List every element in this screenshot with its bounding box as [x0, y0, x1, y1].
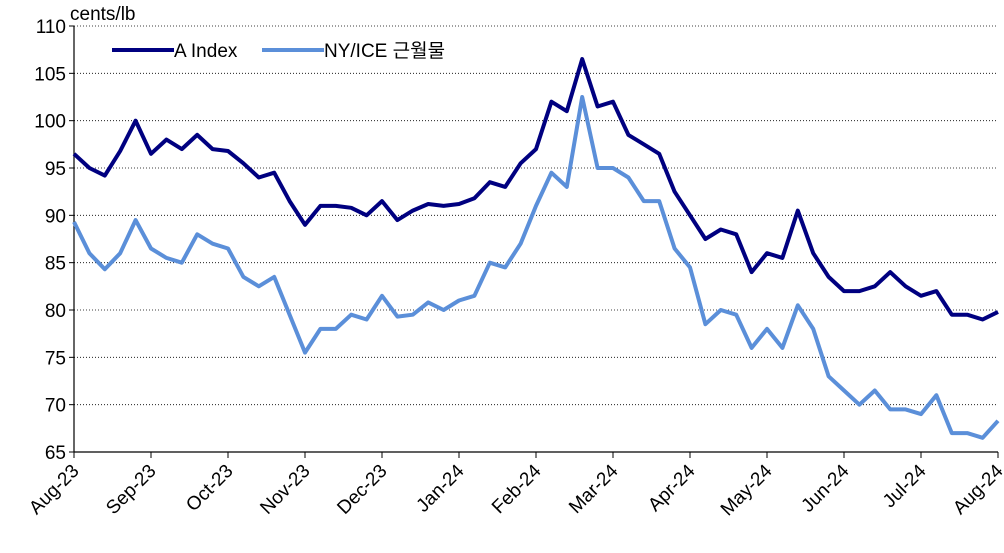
y-tick-label: 95: [45, 159, 66, 180]
x-tick-label: Dec-23: [333, 461, 391, 519]
x-tick-label: Jul-24: [879, 460, 931, 512]
series-line: [72, 57, 999, 322]
y-tick-label: 75: [45, 348, 66, 369]
y-tick-label: 90: [45, 206, 66, 227]
x-tick-label: Feb-24: [488, 460, 546, 518]
series-line: [72, 95, 1000, 440]
x-tick-label: Sep-23: [102, 461, 160, 519]
y-axis-label: cents/lb: [70, 4, 135, 25]
y-tick-label: 65: [45, 443, 66, 464]
x-tick-label: Mar-24: [565, 460, 623, 518]
x-tick-label: Oct-23: [182, 461, 237, 516]
x-tick-label: Apr-24: [644, 460, 699, 515]
x-tick-label: Jan-24: [413, 460, 469, 516]
x-tick-label: Jun-24: [798, 460, 854, 516]
y-tick-label: 70: [45, 396, 66, 417]
y-tick-label: 80: [45, 301, 66, 322]
x-tick-label: May-24: [717, 460, 777, 520]
y-tick-label: 105: [34, 64, 66, 85]
y-tick-label: 110: [36, 17, 66, 38]
x-tick-label: Aug-23: [25, 461, 83, 519]
y-tick-label: 100: [34, 112, 66, 133]
y-tick-label: 85: [45, 254, 66, 275]
x-tick-label: Nov-23: [256, 461, 314, 519]
legend-label: NY/ICE 근월물: [324, 40, 445, 62]
legend-label: A Index: [174, 41, 238, 62]
x-tick-label: Aug-24: [949, 460, 1004, 518]
